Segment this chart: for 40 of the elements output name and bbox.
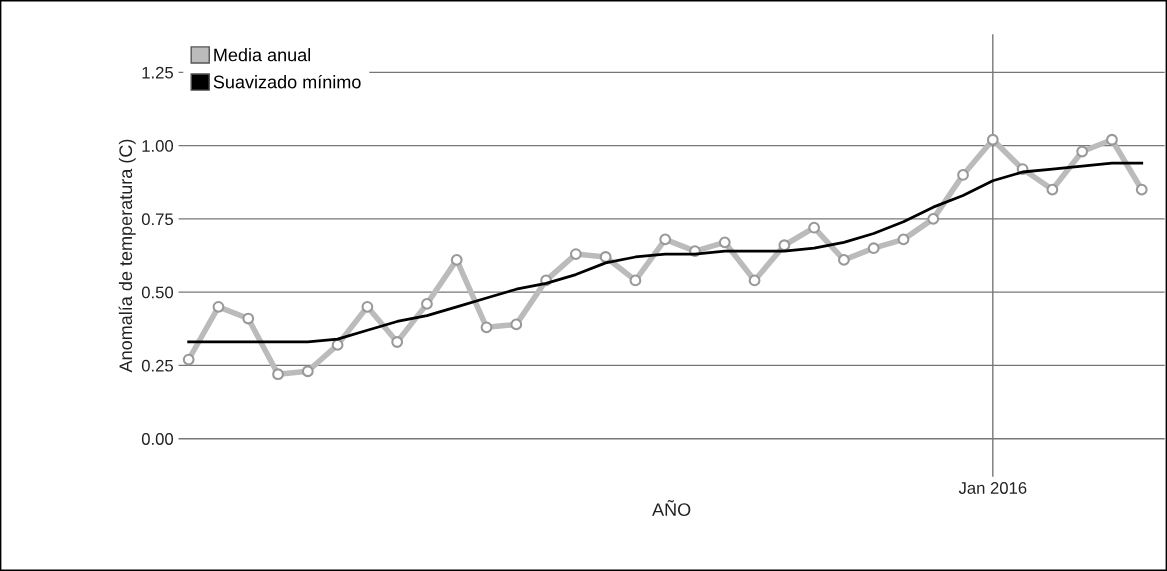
point [629,274,642,287]
point [1135,183,1148,196]
point [331,339,344,351]
y-tick-label: 0.75 [141,213,173,226]
point [718,236,731,249]
point [927,212,940,225]
y-tick-label: 0.00 [141,433,174,445]
point [421,297,433,310]
point [808,221,821,234]
point [986,133,999,146]
point [182,353,195,366]
point [361,300,374,313]
point [838,254,850,266]
point [748,274,761,287]
point [957,169,969,181]
point [1046,183,1059,196]
point [659,233,672,246]
point [510,318,523,331]
x-axis-title: AÑO [652,499,691,516]
point [897,233,910,246]
y-axis-title: Anomalía de temperatura (C) [118,139,136,373]
point [569,248,582,260]
point [242,312,255,325]
y-tick-label: 1.00 [142,140,174,152]
legend-label: Media anual [214,48,311,62]
legend-label: Suavizado mínimo [213,74,361,89]
point [480,321,493,334]
point [867,242,880,255]
point [599,251,612,263]
point [391,336,404,348]
y-tick-label: 0.25 [141,359,173,372]
point [272,368,284,381]
y-tick-label: 0.50 [141,286,174,299]
point [1106,133,1118,146]
point [450,254,463,266]
point [301,365,314,378]
point [1076,145,1089,158]
point [212,300,225,313]
y-tick-label: 1.25 [142,66,173,79]
x-tick-label: Jan 2016 [958,482,1027,494]
